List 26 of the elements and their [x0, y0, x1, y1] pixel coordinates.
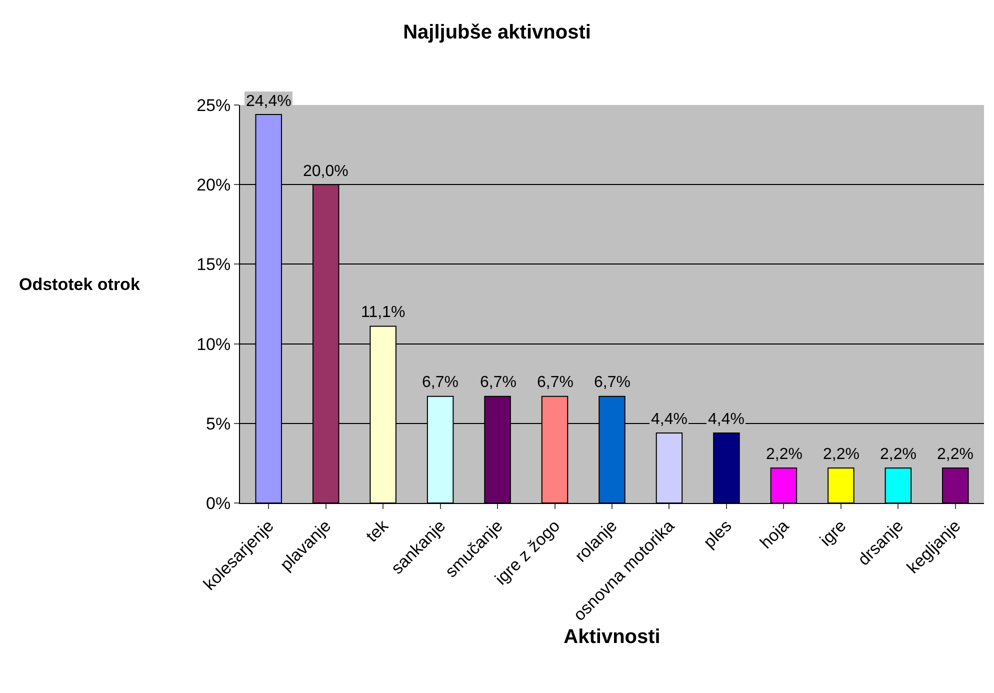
data-label: 2,2% [766, 446, 802, 463]
x-tick-label: tek [362, 516, 392, 546]
x-axis-title: Aktivnosti [564, 626, 660, 648]
y-tick-label: 0% [206, 494, 231, 513]
x-tick-label: hoja [756, 516, 793, 552]
data-label: 4,4% [708, 411, 744, 428]
y-tick-label: 25% [196, 96, 231, 115]
y-tick-label: 20% [196, 176, 231, 195]
chart-title: Najljubše aktivnosti [403, 21, 591, 44]
data-label: 6,7% [537, 374, 574, 391]
data-label: 6,7% [594, 374, 630, 391]
data-label: 2,2% [880, 446, 916, 463]
data-label: 4,4% [651, 411, 688, 428]
y-tick-label: 10% [196, 334, 231, 354]
y-axis-title: Odstotek otrok [19, 275, 140, 294]
x-tick-label: igre [816, 516, 850, 550]
data-label: 2,2% [823, 446, 860, 463]
y-tick-label: 5% [206, 414, 231, 434]
data-label: 6,7% [480, 374, 516, 391]
y-tick-label: 15% [196, 255, 231, 274]
data-label: 6,7% [422, 374, 458, 391]
data-label: 2,2% [937, 446, 974, 463]
data-label: 20,0% [303, 163, 348, 180]
x-tick-label: ples [700, 516, 736, 552]
data-label: 24,4% [246, 93, 292, 110]
data-label: 11,1% [361, 304, 406, 321]
